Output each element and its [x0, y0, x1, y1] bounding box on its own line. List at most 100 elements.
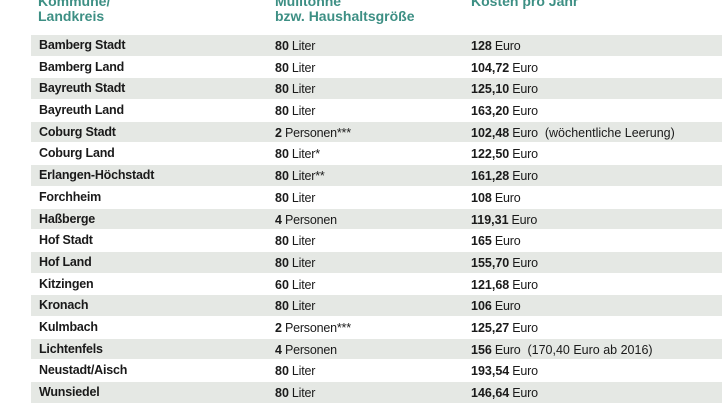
size-number: 80 [275, 364, 289, 379]
cost-number: 104,72 [471, 60, 510, 75]
cost-number: 121,68 [471, 277, 510, 292]
cost-unit: Euro [512, 60, 538, 75]
cost-unit: Euro [494, 299, 521, 314]
size-unit: Liter* [291, 147, 320, 162]
size-number: 80 [275, 104, 289, 119]
table-body: Bamberg Stadt 80 Liter 128 Euro Bamberg Land 8… [31, 34, 722, 403]
cost-cell: 155,70 Euro [471, 253, 538, 273]
kommune-cell: Kronach [39, 298, 89, 313]
size-cell: 80 Liter [275, 383, 315, 403]
cost-number: 106 [471, 299, 492, 314]
table-row: Bamberg Stadt 80 Liter 128 Euro [31, 34, 722, 56]
kommune-cell: Bamberg Land [39, 59, 125, 74]
size-number: 4 [275, 342, 282, 357]
size-number: 80 [275, 147, 289, 162]
cost-number: 165 [471, 234, 492, 249]
cost-cell: 156 Euro (170,40 Euro ab 2016) [471, 340, 653, 360]
kommune-cell: Lichtenfels [39, 341, 103, 356]
size-unit: Liter [291, 255, 316, 270]
cost-unit: Euro [512, 82, 538, 97]
size-cell: 80 Liter [275, 188, 315, 208]
size-unit: Liter [291, 60, 316, 75]
kommune-cell: Neustadt/Aisch [39, 363, 128, 378]
size-unit: Personen [284, 212, 337, 227]
cost-note: (170,40 Euro ab 2016) [527, 342, 653, 357]
size-cell: 80 Liter [275, 36, 315, 56]
cost-cell: 161,28 Euro [471, 166, 538, 186]
header-kommune-line2: Landkreis [38, 8, 105, 24]
kommune-cell: Erlangen-Höchstadt [39, 168, 155, 183]
size-cell: 80 Liter [275, 253, 315, 273]
header-kommune: Kommune/ Landkreis [38, 0, 110, 24]
cost-number: 125,27 [471, 320, 510, 335]
size-cell: 2 Personen*** [275, 123, 351, 143]
cost-unit: Euro [494, 234, 521, 249]
size-cell: 80 Liter [275, 58, 315, 78]
table-row: Hof Stadt 80 Liter 165 Euro [31, 229, 722, 251]
cost-cell: 108 Euro [471, 188, 521, 208]
size-number: 80 [275, 255, 289, 270]
cost-cell: 193,54 Euro [471, 361, 538, 381]
size-unit: Liter [291, 234, 316, 249]
size-unit: Liter [291, 299, 316, 314]
cost-number: 125,10 [471, 82, 510, 97]
kommune-cell: Coburg Land [39, 146, 115, 161]
kommune-cell: Kulmbach [39, 319, 98, 334]
size-cell: 80 Liter [275, 361, 315, 381]
cost-number: 155,70 [471, 255, 510, 270]
size-unit: Personen*** [284, 125, 351, 140]
header-muelltonne: Mülltonne bzw. Haushaltsgröße [275, 0, 415, 24]
size-number: 80 [275, 386, 289, 400]
kommune-cell: Bayreuth Land [39, 103, 124, 118]
size-unit: Liter [291, 39, 316, 53]
table-row: Hof Land 80 Liter 155,70 Euro [31, 250, 722, 273]
size-cell: 60 Liter [275, 275, 315, 295]
size-unit: Liter [291, 82, 316, 97]
size-number: 80 [275, 190, 289, 205]
header-kommune-line1: Kommune/ [38, 0, 111, 9]
cost-cell: 102,48 Euro (wöchentliche Leerung) [471, 123, 675, 143]
size-cell: 4 Personen [275, 210, 337, 230]
table-row: Erlangen-Höchstadt 80 Liter** 161,28 Euro [31, 164, 722, 186]
cost-cell: 106 Euro [471, 296, 521, 316]
size-unit: Liter** [291, 169, 325, 184]
size-unit: Liter [291, 104, 316, 119]
table-row: Haßberge 4 Personen 119,31 Euro [31, 207, 722, 230]
cost-cell: 121,68 Euro [471, 275, 538, 295]
table-row: Bayreuth Land 80 Liter 163,20 Euro [31, 99, 722, 121]
table-row: Forchheim 80 Liter 108 Euro [31, 185, 722, 208]
cost-unit: Euro [494, 190, 521, 205]
cost-unit: Euro [494, 342, 521, 357]
cost-cell: 163,20 Euro [471, 101, 538, 121]
size-cell: 4 Personen [275, 340, 337, 360]
kommune-cell: Forchheim [39, 189, 102, 204]
size-unit: Personen*** [284, 320, 351, 335]
size-cell: 80 Liter [275, 79, 315, 99]
cost-unit: Euro [512, 169, 538, 184]
cost-number: 119,31 [471, 212, 509, 227]
size-number: 60 [275, 277, 289, 292]
size-unit: Liter [291, 386, 316, 400]
cost-unit: Euro [512, 364, 538, 379]
cost-unit: Euro [511, 212, 538, 227]
size-unit: Liter [291, 364, 316, 379]
cost-unit: Euro [512, 386, 538, 400]
size-cell: 80 Liter [275, 101, 315, 121]
header-muelltonne-line2: bzw. Haushaltsgröße [275, 8, 415, 24]
cost-cell: 125,27 Euro [471, 318, 538, 338]
cost-cell: 125,10 Euro [471, 79, 538, 99]
cost-number: 193,54 [471, 364, 510, 379]
table-row: Coburg Land 80 Liter* 122,50 Euro [31, 142, 722, 165]
size-number: 80 [275, 39, 289, 53]
size-number: 80 [275, 169, 289, 184]
size-cell: 80 Liter [275, 231, 315, 251]
size-number: 80 [275, 299, 289, 314]
table-header: Kommune/ Landkreis Mülltonne bzw. Hausha… [0, 0, 722, 34]
size-cell: 80 Liter* [275, 144, 320, 164]
cost-number: 108 [471, 190, 492, 205]
cost-number: 128 [471, 39, 492, 53]
kommune-cell: Coburg Stadt [39, 124, 116, 139]
cost-number: 122,50 [471, 147, 510, 162]
kommune-cell: Hof Stadt [39, 233, 93, 248]
